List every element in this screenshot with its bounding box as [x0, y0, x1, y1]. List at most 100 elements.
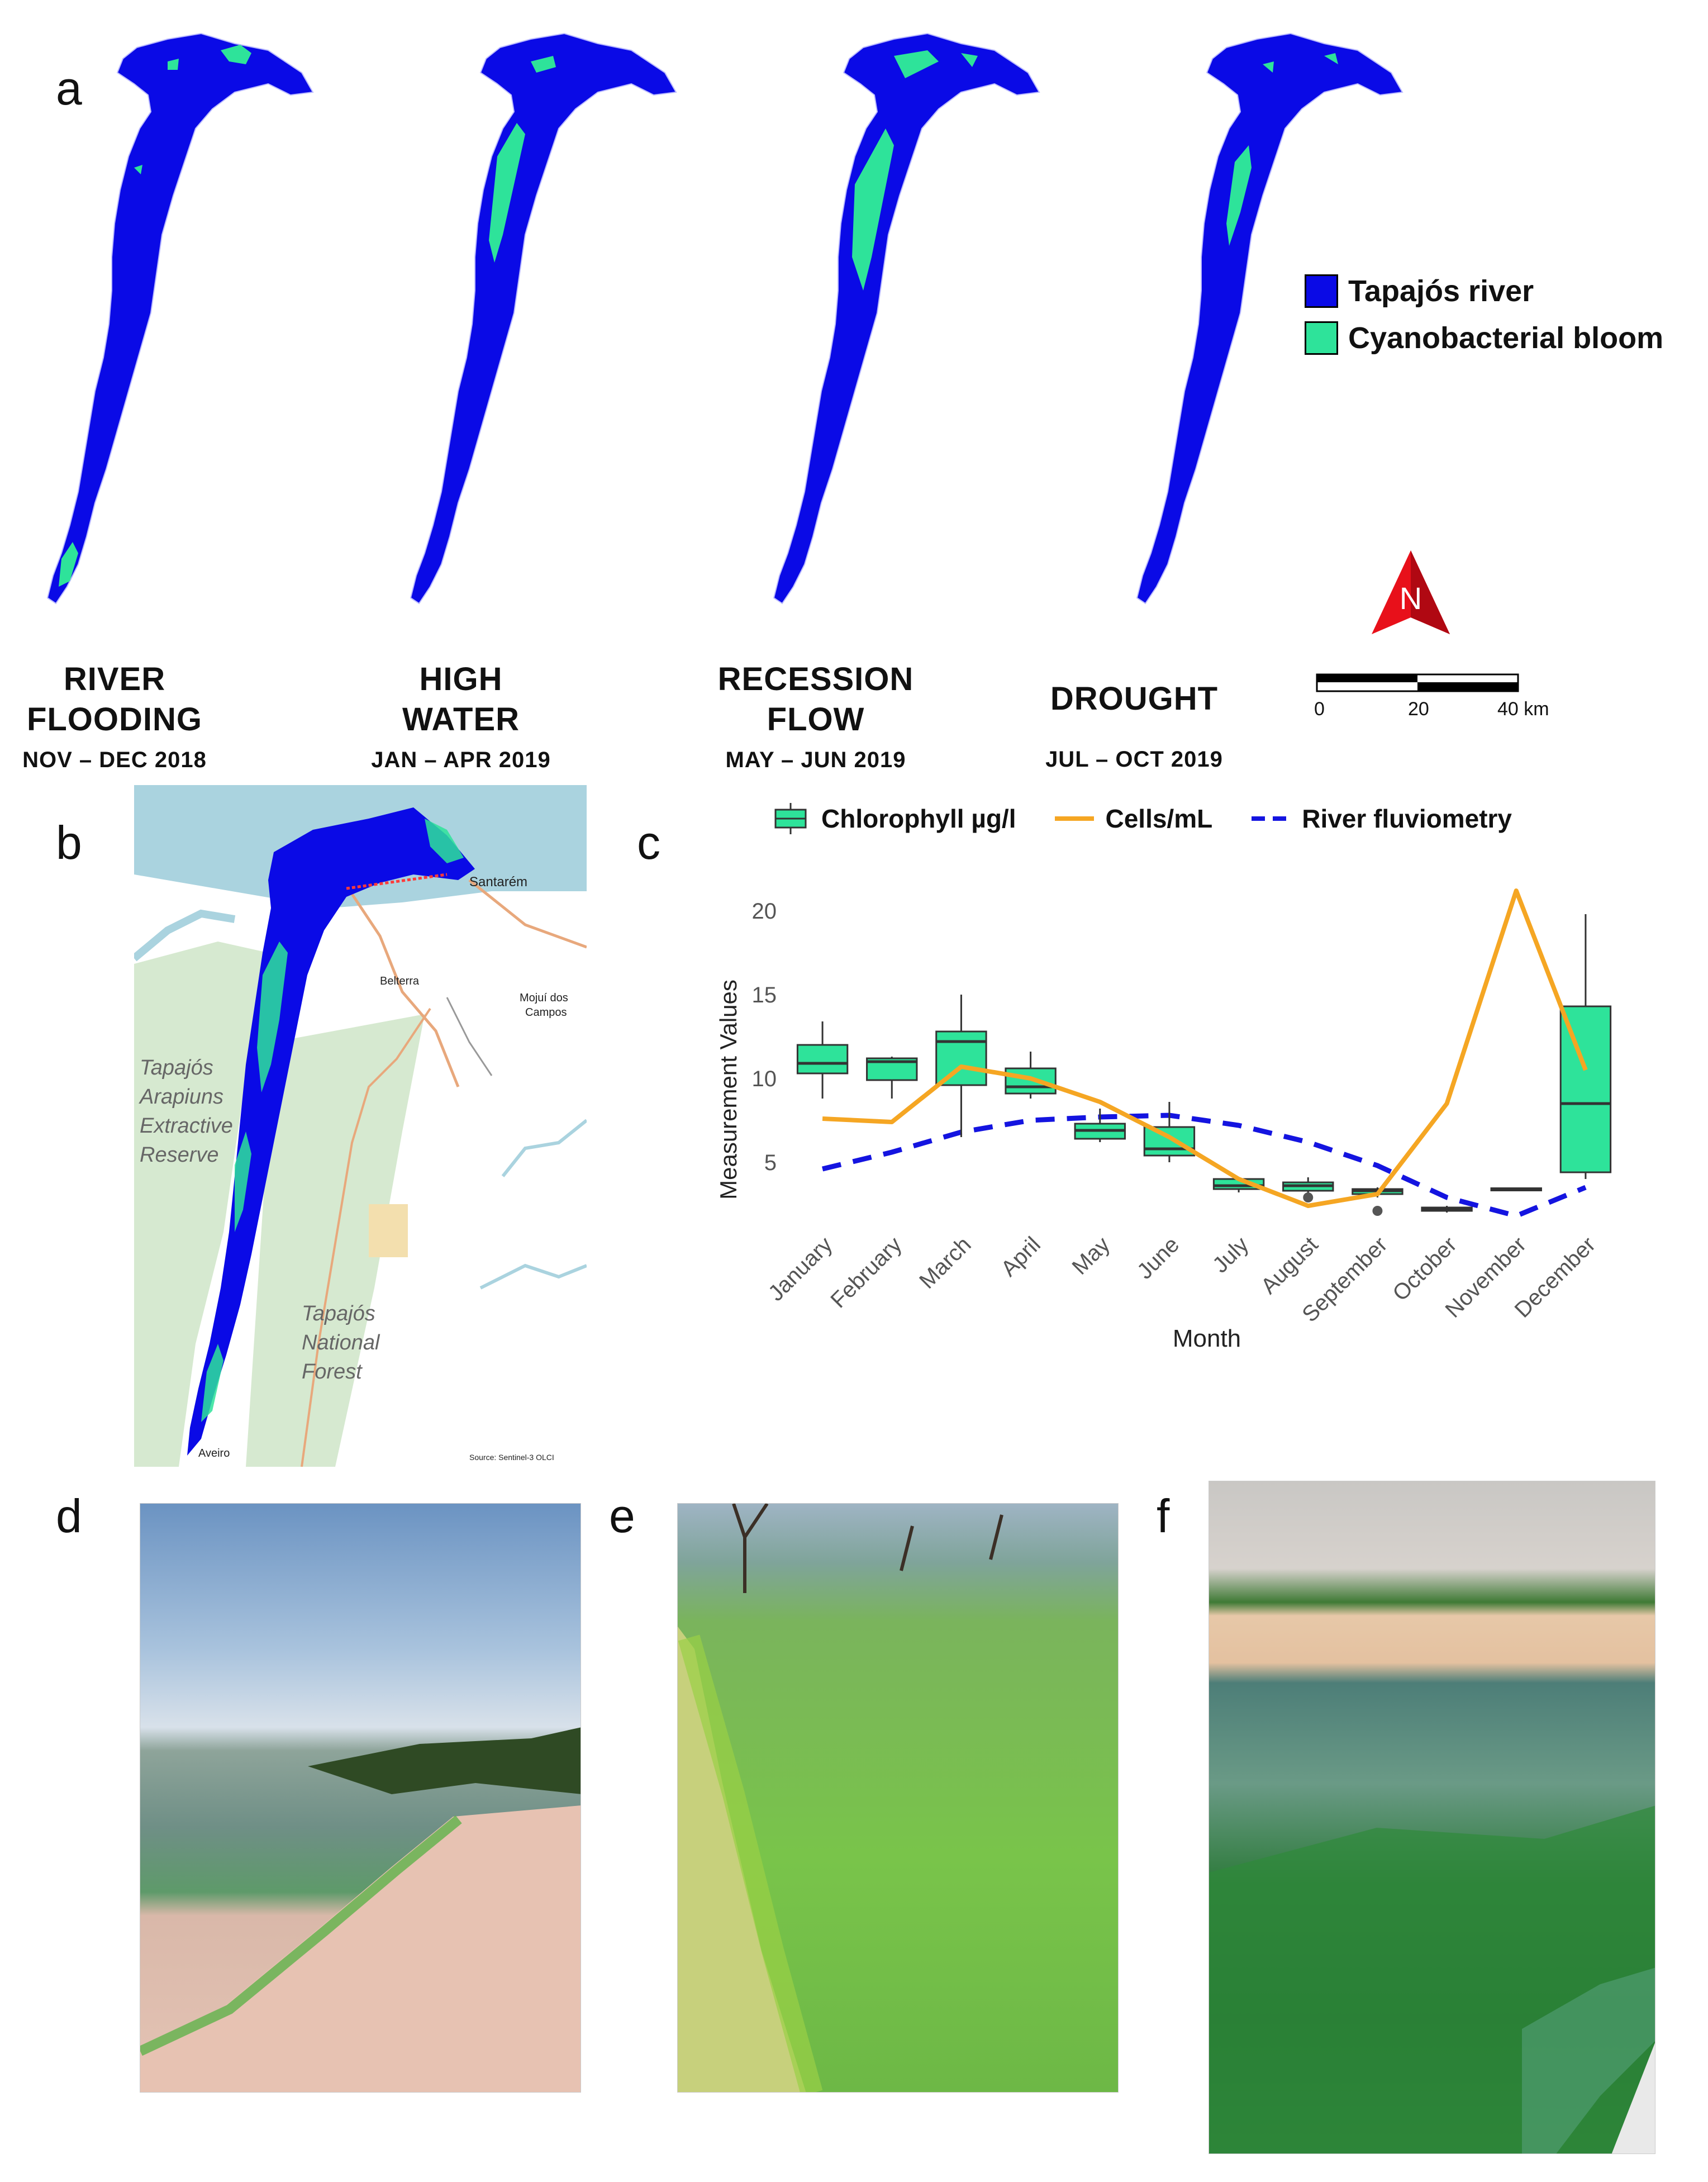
map-label-reserve: Tapajós Arapiuns Extractive Reserve [140, 1053, 233, 1170]
box-body [935, 1030, 987, 1086]
north-arrow-icon: N [1372, 550, 1450, 634]
photo-e-scene [678, 1504, 1003, 2092]
season-title-line1: RIVER [63, 661, 166, 697]
map-river-flooding [47, 33, 313, 604]
legend-label: Chlorophyll µg/l [821, 804, 1016, 833]
map-label-mojui-1: Mojuí dos [520, 992, 568, 1004]
scale-tick-20: 20 [1408, 698, 1429, 720]
box-outlier [1372, 1206, 1383, 1216]
x-tick-label: March [915, 1232, 976, 1294]
panel-label-f: f [1157, 1490, 1170, 1542]
map-label-national-forest: Tapajós National Forest [302, 1299, 379, 1386]
season-title-line2: FLOODING [26, 701, 203, 738]
series-river-fluviometry [822, 1113, 1587, 1219]
box-body [1143, 1126, 1196, 1157]
legend-label: River fluviometry [1302, 804, 1512, 833]
panel-label-e: e [609, 1490, 635, 1542]
x-axis-label: Month [1173, 1325, 1241, 1352]
legend-dashed-icon [1252, 816, 1291, 821]
north-label: N [1400, 581, 1422, 616]
season-date: MAY – JUN 2019 [725, 748, 906, 772]
map-high-water [410, 33, 677, 604]
photo-d [140, 1503, 581, 2093]
legend-box-icon [774, 803, 807, 834]
box-february [866, 1057, 918, 1099]
legend-item-bloom: Cyanobacterial bloom [1305, 321, 1663, 355]
box-body [796, 1044, 849, 1075]
legend-item-fluviometry: River fluviometry [1252, 804, 1512, 834]
season-caption-3: RECESSION FLOW MAY – JUN 2019 [710, 659, 922, 773]
legend-label: Cells/mL [1105, 804, 1213, 833]
panel-label-b: b [56, 816, 82, 869]
legend-item-river: Tapajós river [1305, 274, 1663, 308]
x-tick-label: August [1256, 1232, 1322, 1299]
box-march [935, 995, 987, 1137]
photo-f-scene [1209, 1805, 1655, 2154]
season-date: JAN – APR 2019 [371, 748, 551, 772]
box-january [796, 1021, 849, 1099]
panel-label-d: d [56, 1490, 82, 1542]
legend-label: Tapajós river [1348, 274, 1534, 308]
map-label-belterra: Belterra [380, 975, 420, 987]
x-tick-label: July [1208, 1232, 1253, 1277]
map-label-santarem: Santarém [469, 874, 528, 890]
reserve-line-1: Tapajós [140, 1056, 213, 1080]
y-axis-label: Measurement Values [715, 980, 741, 1200]
photo-e [677, 1503, 1119, 2093]
photo-f [1209, 1481, 1655, 2154]
y-tick-label: 15 [752, 983, 777, 1007]
forest-line-2: National [302, 1331, 380, 1354]
season-title-line2: FLOW [767, 701, 865, 738]
forest-line-1: Tapajós [302, 1302, 375, 1325]
x-tick-label: May [1068, 1232, 1115, 1280]
season-caption-4: DROUGHT JUL – OCT 2019 [1039, 679, 1229, 772]
y-tick-label: 20 [752, 899, 777, 924]
panel-label-a: a [56, 62, 82, 115]
season-caption-1: RIVER FLOODING NOV – DEC 2018 [22, 659, 207, 773]
legend-line-icon [1055, 816, 1095, 821]
legend-item-cells: Cells/mL [1055, 804, 1212, 834]
x-tick-label: February [826, 1232, 906, 1313]
box-may [1074, 1109, 1126, 1142]
scale-tick-40: 40 km [1497, 698, 1549, 720]
swatch-bloom [1305, 321, 1338, 355]
y-tick-label: 10 [752, 1067, 777, 1091]
reserve-line-4: Reserve [140, 1143, 219, 1167]
season-date: JUL – OCT 2019 [1045, 747, 1223, 772]
location-map: Santarém Belterra Mojuí dos Campos Tapaj… [134, 785, 587, 1467]
box-november [1490, 1187, 1542, 1191]
location-map-graphic [134, 785, 587, 1467]
x-tick-label: April [996, 1232, 1045, 1281]
reserve-line-2: Arapiuns [140, 1085, 223, 1109]
season-title-line1: RECESSION [717, 661, 914, 697]
chart-legend: Chlorophyll µg/l Cells/mL River fluviome… [771, 802, 1512, 835]
season-caption-2: HIGH WATER JAN – APR 2019 [369, 659, 553, 773]
swatch-river [1305, 274, 1338, 308]
season-title-line1: DROUGHT [1050, 681, 1219, 717]
season-title-line1: HIGH [419, 661, 503, 697]
series-cells [822, 888, 1588, 1208]
box-october [1421, 1206, 1473, 1213]
photo-d-scene [140, 1727, 581, 2092]
box-august [1282, 1177, 1334, 1202]
season-maps [47, 33, 1403, 604]
legend-item-chlorophyll: Chlorophyll µg/l [771, 802, 1016, 835]
scale-bar [1316, 673, 1519, 692]
x-tick-label: June [1133, 1232, 1184, 1283]
box-december [1559, 914, 1612, 1179]
forest-line-3: Forest [302, 1360, 362, 1384]
box-outlier [1303, 1192, 1314, 1202]
map-label-mojui-2: Campos [525, 1006, 567, 1019]
map-label-aveiro: Aveiro [198, 1447, 230, 1460]
box-june [1143, 1102, 1196, 1162]
box-april [1005, 1052, 1057, 1099]
season-title-line2: WATER [402, 701, 520, 738]
y-tick-label: 5 [764, 1151, 777, 1175]
reserve-line-3: Extractive [140, 1114, 233, 1138]
legend-label: Cyanobacterial bloom [1348, 321, 1664, 355]
map-source: Source: Sentinel-3 OLCI [469, 1453, 554, 1462]
map-legend: Tapajós river Cyanobacterial bloom [1305, 274, 1663, 355]
season-date: NOV – DEC 2018 [22, 748, 207, 772]
box-body [1559, 1005, 1612, 1173]
